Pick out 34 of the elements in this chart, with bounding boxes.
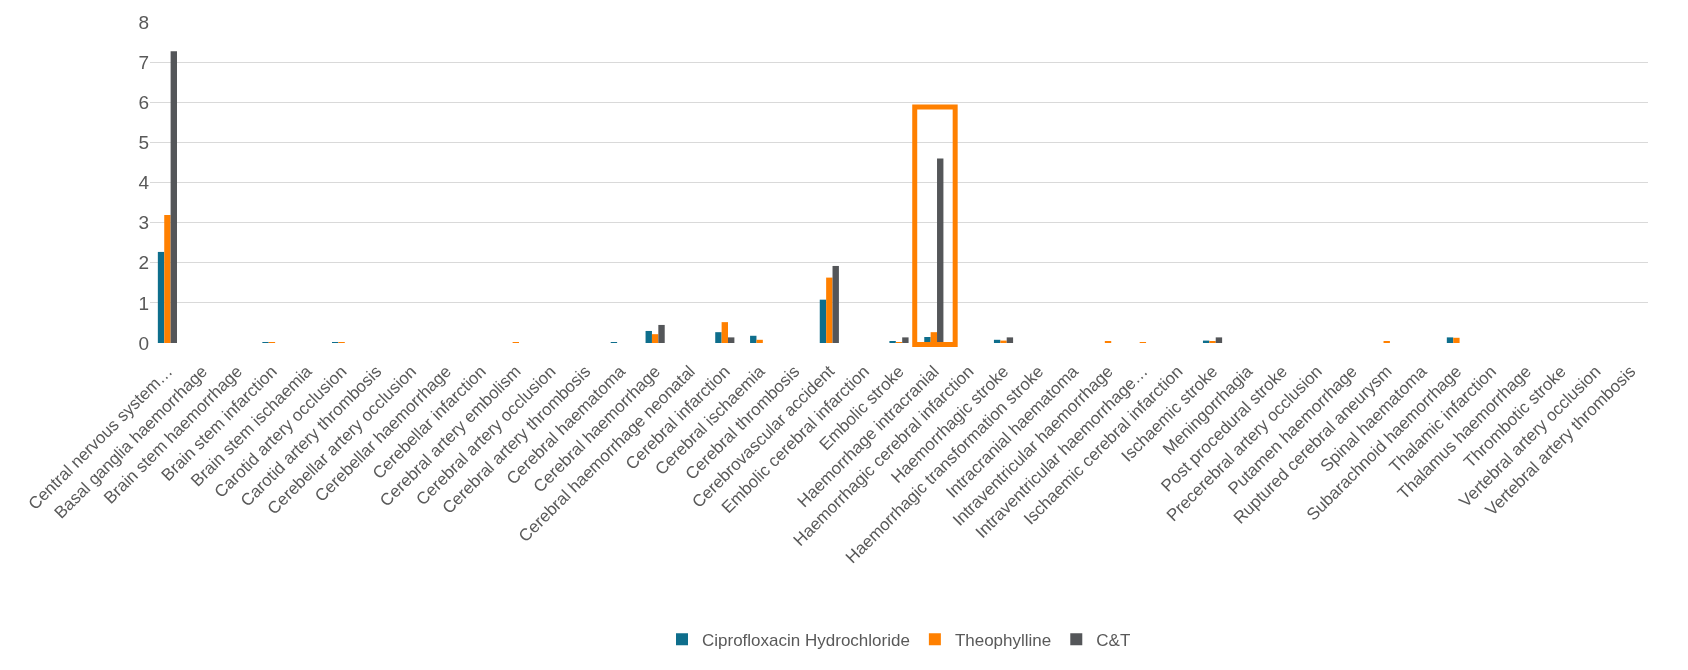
legend-label: C&T bbox=[1096, 630, 1131, 650]
legend-label: Ciprofloxacin Hydrochloride bbox=[702, 630, 910, 650]
y-tick-label: 2 bbox=[138, 252, 149, 274]
y-tick-label: 1 bbox=[138, 292, 149, 314]
bar bbox=[157, 251, 165, 343]
bar bbox=[937, 158, 944, 343]
bar bbox=[164, 215, 171, 343]
y-tick-label: 8 bbox=[138, 11, 149, 33]
bar bbox=[645, 330, 652, 343]
y-tick-label: 0 bbox=[138, 332, 149, 354]
bar bbox=[1006, 337, 1014, 343]
bar bbox=[651, 334, 659, 343]
y-tick-label: 5 bbox=[138, 132, 149, 154]
y-tick-label: 3 bbox=[138, 212, 149, 234]
bar bbox=[715, 332, 722, 343]
y-tick-label: 4 bbox=[138, 172, 150, 194]
bar bbox=[1446, 337, 1454, 343]
y-tick-label: 7 bbox=[138, 51, 149, 73]
legend-label: Theophylline bbox=[954, 630, 1052, 650]
bar bbox=[819, 299, 827, 343]
bar bbox=[832, 265, 839, 343]
bar bbox=[1215, 337, 1223, 343]
bar bbox=[728, 337, 735, 343]
bar bbox=[750, 335, 757, 343]
bar bbox=[1209, 340, 1216, 343]
bar bbox=[658, 324, 665, 343]
bar bbox=[756, 339, 763, 343]
bar bbox=[1000, 340, 1007, 343]
bar bbox=[902, 337, 909, 343]
bar bbox=[721, 322, 729, 343]
bar bbox=[1453, 337, 1460, 343]
bar bbox=[826, 277, 833, 343]
bar bbox=[170, 51, 177, 343]
y-tick-label: 6 bbox=[138, 91, 149, 113]
